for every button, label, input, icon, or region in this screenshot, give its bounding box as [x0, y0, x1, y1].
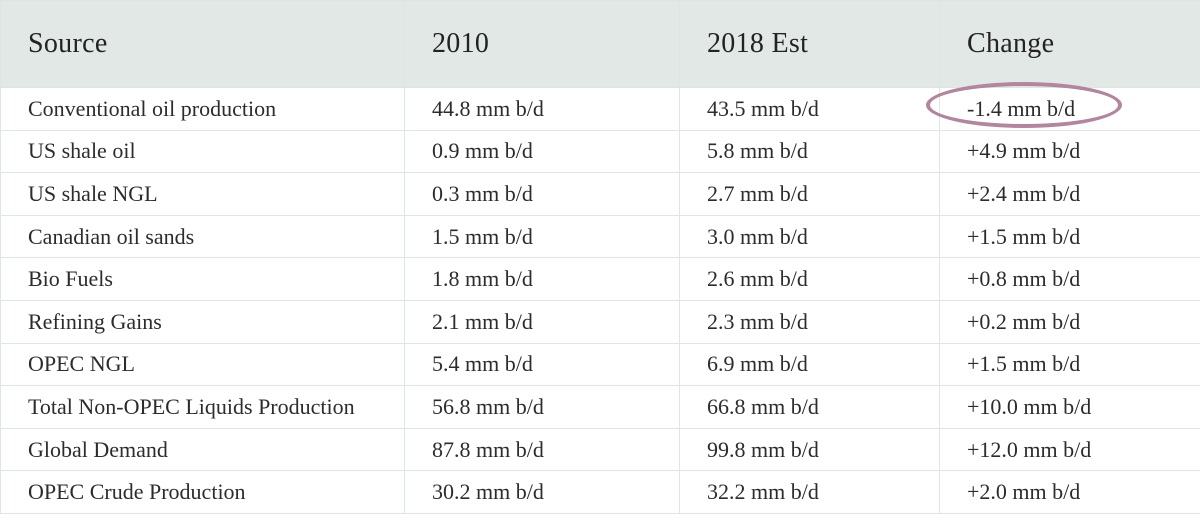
- cell-2010: 56.8 mm b/d: [404, 385, 680, 429]
- cell-2010: 0.9 mm b/d: [404, 129, 680, 174]
- cell-source: Bio Fuels: [0, 257, 405, 301]
- table-row: Bio Fuels 1.8 mm b/d 2.6 mm b/d +0.8 mm …: [0, 257, 1200, 301]
- cell-source: Global Demand: [0, 427, 405, 472]
- cell-change: +4.9 mm b/d: [939, 129, 1200, 174]
- cell-2010: 5.4 mm b/d: [404, 342, 680, 387]
- cell-2018-est: 3.0 mm b/d: [679, 214, 940, 259]
- cell-2018-est: 99.8 mm b/d: [679, 427, 940, 472]
- cell-2010: 1.8 mm b/d: [404, 257, 680, 301]
- cell-2018-est: 32.2 mm b/d: [679, 470, 940, 514]
- table-row: Canadian oil sands 1.5 mm b/d 3.0 mm b/d…: [0, 214, 1200, 259]
- cell-2018-est: 6.9 mm b/d: [679, 342, 940, 387]
- table-row: US shale oil 0.9 mm b/d 5.8 mm b/d +4.9 …: [0, 129, 1200, 174]
- cell-change: +1.5 mm b/d: [939, 342, 1200, 387]
- cell-change: +0.2 mm b/d: [939, 299, 1200, 344]
- cell-source: Refining Gains: [0, 299, 405, 344]
- cell-2010: 44.8 mm b/d: [404, 87, 680, 131]
- cell-change: -1.4 mm b/d: [939, 87, 1200, 131]
- cell-2018-est: 5.8 mm b/d: [679, 129, 940, 174]
- cell-source: US shale NGL: [0, 172, 405, 216]
- cell-source: Conventional oil production: [0, 87, 405, 131]
- header-change: Change: [939, 0, 1200, 88]
- header-2010: 2010: [404, 0, 680, 88]
- cell-change: +12.0 mm b/d: [939, 427, 1200, 472]
- table-row: Refining Gains 2.1 mm b/d 2.3 mm b/d +0.…: [0, 299, 1200, 344]
- cell-2010: 30.2 mm b/d: [404, 470, 680, 514]
- table-row: OPEC Crude Production 30.2 mm b/d 32.2 m…: [0, 470, 1200, 514]
- table-row: Conventional oil production 44.8 mm b/d …: [0, 87, 1200, 131]
- table-row: OPEC NGL 5.4 mm b/d 6.9 mm b/d +1.5 mm b…: [0, 342, 1200, 387]
- cell-2018-est: 66.8 mm b/d: [679, 385, 940, 429]
- cell-change: +0.8 mm b/d: [939, 257, 1200, 301]
- cell-source: Total Non-OPEC Liquids Production: [0, 385, 405, 429]
- cell-change: +10.0 mm b/d: [939, 385, 1200, 429]
- cell-source: US shale oil: [0, 129, 405, 174]
- cell-change: +1.5 mm b/d: [939, 214, 1200, 259]
- cell-source: Canadian oil sands: [0, 214, 405, 259]
- table-row: Global Demand 87.8 mm b/d 99.8 mm b/d +1…: [0, 427, 1200, 472]
- cell-change: +2.0 mm b/d: [939, 470, 1200, 514]
- cell-2010: 1.5 mm b/d: [404, 214, 680, 259]
- header-2018-est: 2018 Est: [679, 0, 940, 88]
- cell-2010: 2.1 mm b/d: [404, 299, 680, 344]
- cell-2018-est: 2.3 mm b/d: [679, 299, 940, 344]
- cell-2018-est: 2.7 mm b/d: [679, 172, 940, 216]
- cell-source: OPEC NGL: [0, 342, 405, 387]
- cell-source: OPEC Crude Production: [0, 470, 405, 514]
- header-source: Source: [0, 0, 405, 88]
- cell-2010: 87.8 mm b/d: [404, 427, 680, 472]
- table-row: Total Non-OPEC Liquids Production 56.8 m…: [0, 385, 1200, 429]
- cell-2018-est: 43.5 mm b/d: [679, 87, 940, 131]
- cell-change: +2.4 mm b/d: [939, 172, 1200, 216]
- cell-2018-est: 2.6 mm b/d: [679, 257, 940, 301]
- table-row: US shale NGL 0.3 mm b/d 2.7 mm b/d +2.4 …: [0, 172, 1200, 216]
- cell-2010: 0.3 mm b/d: [404, 172, 680, 216]
- table-header-row: Source 2010 2018 Est Change: [0, 0, 1200, 88]
- oil-supply-table: Source 2010 2018 Est Change Conventional…: [0, 0, 1200, 514]
